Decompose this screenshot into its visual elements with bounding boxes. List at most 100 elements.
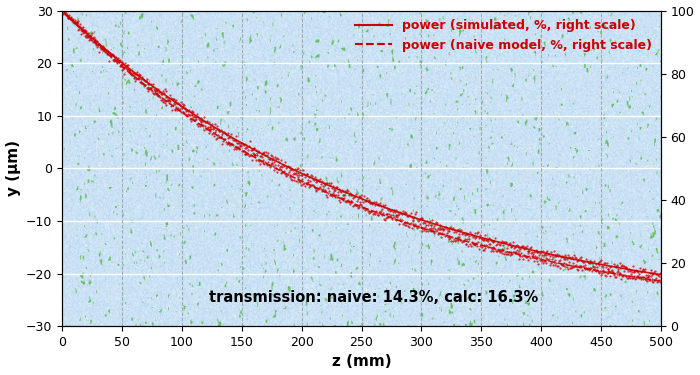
- Point: [416, 228, 427, 234]
- Point: [111, 57, 122, 63]
- Point: [286, 166, 297, 172]
- Point: [240, 151, 251, 157]
- Point: [617, 273, 629, 279]
- Point: [258, 150, 269, 156]
- Point: [258, 157, 269, 163]
- Point: [338, 197, 349, 203]
- Point: [601, 270, 612, 276]
- Point: [247, 146, 258, 152]
- Point: [358, 199, 369, 205]
- Point: [164, 95, 175, 101]
- Point: [142, 86, 153, 92]
- Point: [564, 254, 575, 260]
- Point: [564, 265, 575, 271]
- Text: transmission: naive: 14.3%, calc: 16.3%: transmission: naive: 14.3%, calc: 16.3%: [209, 290, 538, 305]
- Point: [407, 218, 418, 224]
- Point: [237, 147, 248, 153]
- Point: [285, 174, 296, 180]
- Point: [83, 33, 94, 39]
- Point: [573, 256, 584, 262]
- Point: [238, 142, 249, 148]
- Point: [441, 230, 452, 236]
- Point: [526, 250, 537, 256]
- Point: [387, 209, 398, 215]
- Point: [400, 222, 411, 228]
- Point: [531, 249, 542, 255]
- Point: [443, 226, 454, 232]
- Point: [459, 232, 470, 238]
- Point: [298, 171, 309, 177]
- Point: [629, 269, 640, 275]
- Point: [384, 206, 395, 212]
- Point: [78, 27, 90, 33]
- Point: [652, 272, 664, 278]
- Point: [638, 274, 649, 280]
- Point: [299, 183, 310, 189]
- Point: [267, 160, 278, 166]
- Point: [530, 255, 541, 261]
- Point: [614, 272, 625, 278]
- Point: [158, 99, 169, 105]
- Point: [435, 226, 446, 232]
- Point: [408, 214, 419, 220]
- Point: [392, 214, 403, 220]
- Point: [612, 269, 623, 275]
- Point: [481, 242, 492, 248]
- Point: [307, 173, 318, 179]
- Point: [393, 221, 405, 227]
- Point: [468, 241, 480, 247]
- Point: [580, 266, 591, 272]
- Point: [158, 98, 169, 104]
- Point: [562, 252, 573, 258]
- Point: [547, 262, 559, 268]
- Point: [135, 80, 146, 86]
- Point: [99, 46, 110, 52]
- Point: [555, 261, 566, 267]
- Point: [587, 268, 598, 274]
- Point: [218, 129, 229, 135]
- Point: [590, 261, 601, 267]
- Point: [273, 159, 284, 165]
- Point: [316, 178, 328, 184]
- Point: [482, 238, 493, 244]
- Point: [292, 176, 303, 182]
- Point: [71, 20, 82, 26]
- Point: [104, 58, 115, 64]
- Point: [480, 245, 491, 251]
- Point: [631, 268, 643, 274]
- Point: [145, 86, 156, 92]
- Point: [362, 198, 373, 204]
- Point: [584, 266, 595, 272]
- Point: [406, 225, 417, 231]
- Point: [199, 127, 210, 133]
- Point: [175, 110, 186, 116]
- Point: [600, 264, 611, 270]
- Point: [200, 119, 211, 125]
- Point: [111, 54, 122, 60]
- Point: [414, 221, 426, 227]
- Point: [491, 248, 502, 254]
- Point: [460, 241, 471, 247]
- Point: [589, 267, 601, 273]
- Point: [97, 47, 108, 53]
- Point: [635, 269, 646, 275]
- Point: [517, 243, 528, 249]
- Point: [320, 182, 331, 188]
- Point: [223, 140, 234, 146]
- Point: [639, 268, 650, 274]
- Point: [232, 140, 244, 146]
- Point: [209, 125, 220, 131]
- Point: [422, 222, 433, 228]
- Point: [174, 102, 186, 108]
- Point: [393, 211, 405, 217]
- Point: [654, 279, 665, 285]
- Point: [333, 186, 344, 192]
- Point: [481, 237, 492, 243]
- Point: [290, 178, 302, 184]
- Point: [134, 72, 145, 78]
- Point: [63, 13, 74, 20]
- Point: [139, 78, 150, 84]
- Point: [564, 255, 575, 261]
- Point: [462, 236, 473, 242]
- Point: [216, 134, 227, 140]
